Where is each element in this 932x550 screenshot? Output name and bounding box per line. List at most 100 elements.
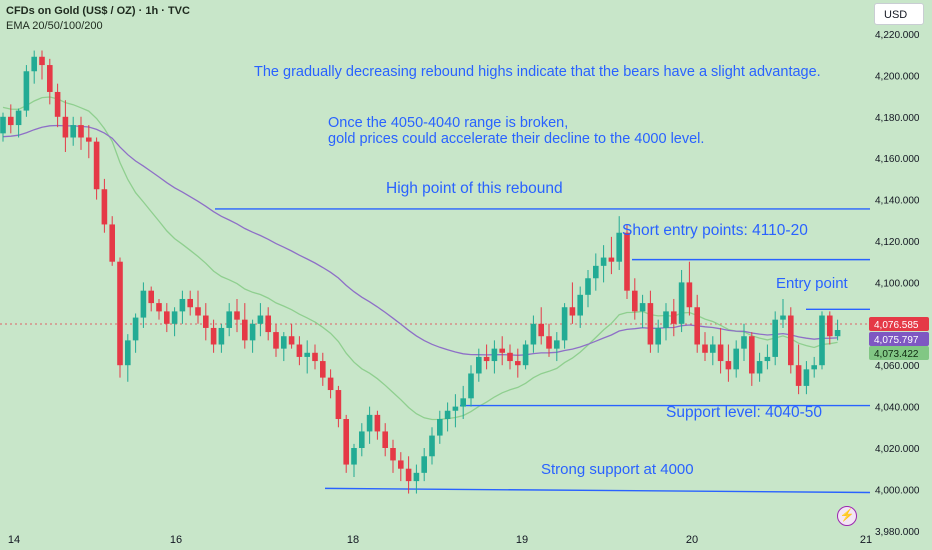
lightning-icon[interactable]: ⚡ xyxy=(837,506,857,526)
candle-body xyxy=(452,406,459,411)
candle-body xyxy=(86,137,92,142)
candle-body xyxy=(624,232,630,291)
annotation-rebound-high: High point of this rebound xyxy=(386,180,563,197)
y-tick-label: 4,220.000 xyxy=(875,30,920,41)
y-tick-label: 3,980.000 xyxy=(875,527,920,538)
candle-body xyxy=(788,315,794,366)
candle-body xyxy=(140,290,147,318)
candle-body xyxy=(717,344,724,362)
candle-body xyxy=(62,116,69,138)
annotation-range-break-2: gold prices could accelerate their decli… xyxy=(328,131,704,147)
candle-body xyxy=(54,91,61,117)
annotation-strong-support: Strong support at 4000 xyxy=(541,461,694,478)
candle-body xyxy=(156,303,162,312)
candle-body xyxy=(288,336,295,345)
candle-body xyxy=(499,348,505,353)
candle-body xyxy=(109,224,115,262)
annotation-short-entry: Short entry points: 4110-20 xyxy=(622,222,808,239)
candle-body xyxy=(530,323,537,345)
y-tick-label: 4,100.000 xyxy=(875,278,920,289)
y-tick-label: 4,020.000 xyxy=(875,444,920,455)
candle-body xyxy=(366,414,373,432)
price-label-box xyxy=(869,332,929,346)
candle-body xyxy=(733,348,739,370)
price-label-box xyxy=(869,346,929,360)
candle-body xyxy=(749,336,755,374)
candle-body xyxy=(343,419,349,465)
candle-body xyxy=(468,373,474,399)
y-tick-label: 4,120.000 xyxy=(875,237,920,248)
candle-body xyxy=(647,303,654,345)
candle-body xyxy=(47,65,53,92)
candle-body xyxy=(639,303,646,312)
candle-body xyxy=(351,448,357,465)
candle-body xyxy=(187,298,193,308)
candle-body xyxy=(437,419,443,436)
strong-support-line[interactable] xyxy=(324,487,871,494)
y-tick-label: 4,060.000 xyxy=(875,361,920,372)
candle-body xyxy=(741,336,747,349)
candle-body xyxy=(593,265,599,279)
candle-body xyxy=(203,315,209,328)
y-tick-label: 4,200.000 xyxy=(875,71,920,82)
candle-body xyxy=(171,311,178,324)
candle-body xyxy=(764,356,771,362)
candle-body xyxy=(374,414,381,432)
candle-body xyxy=(756,361,763,374)
candle-body xyxy=(483,356,490,362)
candle-body xyxy=(218,327,225,345)
candle-body xyxy=(78,125,84,138)
candle-body xyxy=(23,71,30,111)
candle-body xyxy=(538,323,544,337)
currency-button[interactable]: USD xyxy=(874,3,924,25)
candle-body xyxy=(811,365,817,370)
candle-body xyxy=(608,257,615,262)
candle-body xyxy=(164,311,170,324)
annotation-entry-point: Entry point xyxy=(776,275,849,292)
x-tick-label: 18 xyxy=(347,534,359,546)
price-label-text: 4,073.422 xyxy=(874,349,919,360)
annotation-range-break-1: Once the 4050-4040 range is broken, xyxy=(328,115,568,131)
candle-body xyxy=(296,344,303,357)
x-tick-label: 16 xyxy=(170,534,182,546)
y-tick-label: 4,040.000 xyxy=(875,403,920,414)
candle-body xyxy=(772,319,778,357)
candle-body xyxy=(327,377,334,391)
candle-body xyxy=(8,116,14,126)
x-tick-label: 19 xyxy=(516,534,528,546)
y-tick-label: 4,140.000 xyxy=(875,196,920,207)
candle-body xyxy=(257,315,264,324)
candle-body xyxy=(444,410,451,420)
candle-body xyxy=(585,278,591,295)
candle-body xyxy=(226,311,232,328)
candle-body xyxy=(70,125,76,138)
x-tick-label: 21 xyxy=(860,534,872,546)
candle-body xyxy=(522,344,529,366)
candle-body xyxy=(429,435,435,457)
candle-body xyxy=(616,232,622,262)
price-label-text: 4,075.797 xyxy=(874,335,919,346)
candle-body xyxy=(413,472,420,482)
candle-body xyxy=(554,340,560,349)
candle-body xyxy=(546,336,552,349)
candle-body xyxy=(249,323,256,341)
candle-body xyxy=(694,307,700,345)
candle-body xyxy=(421,456,427,473)
candle-body xyxy=(242,319,248,341)
candle-body xyxy=(15,110,22,126)
candle-body xyxy=(359,431,365,448)
indicator-label[interactable]: EMA 20/50/100/200 xyxy=(6,20,103,32)
candle-body xyxy=(663,311,669,328)
candle-body xyxy=(312,352,318,362)
candle-body xyxy=(710,344,716,353)
candle-body xyxy=(803,369,810,386)
candle-body xyxy=(265,315,271,333)
candle-body xyxy=(476,356,482,374)
chart-title: CFDs on Gold (US$ / OZ) · 1h · TVC xyxy=(6,5,190,17)
candle-body xyxy=(117,261,123,366)
candle-body xyxy=(234,311,240,320)
candle-body xyxy=(398,460,404,469)
candle-body xyxy=(31,56,37,72)
candle-body xyxy=(0,116,6,134)
x-tick-label: 14 xyxy=(8,534,20,546)
